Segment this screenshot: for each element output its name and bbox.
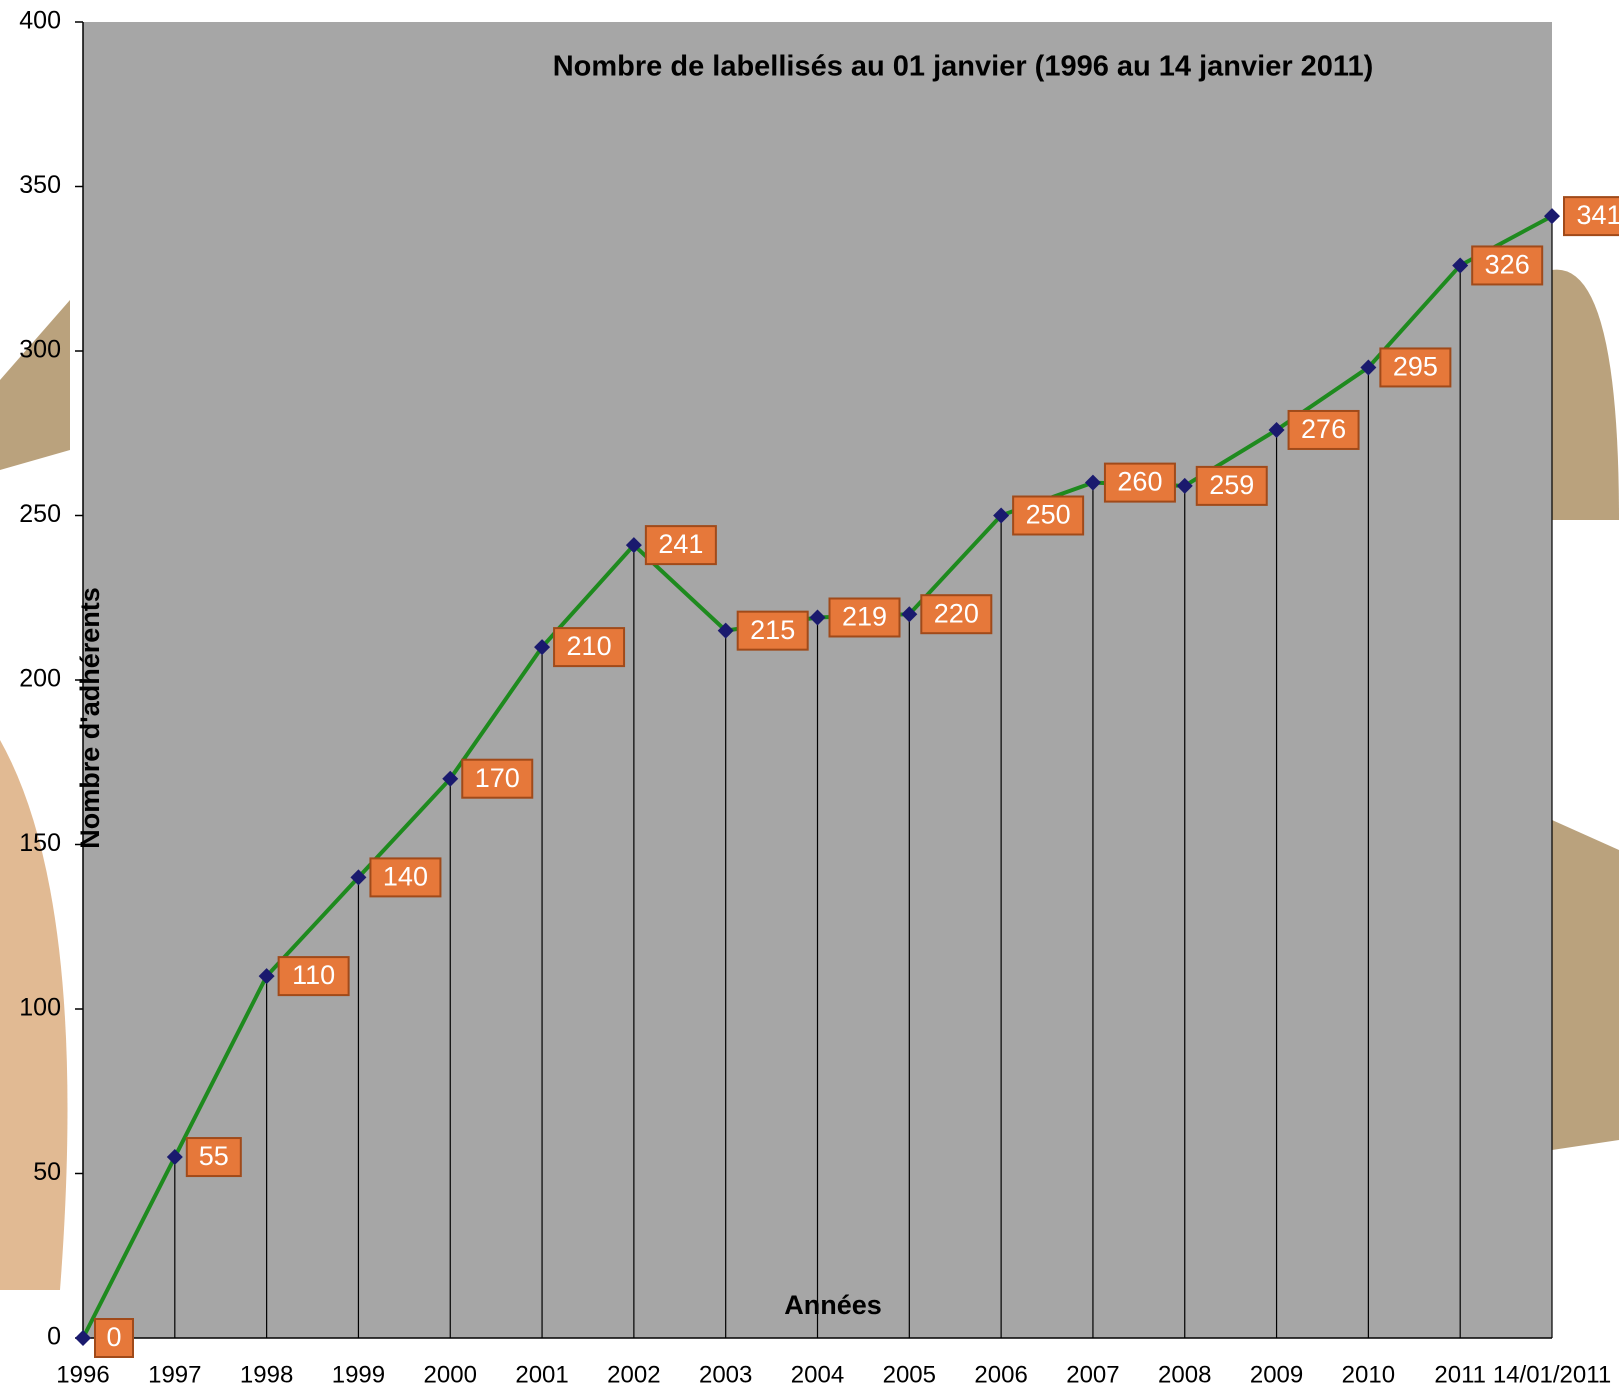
- data-label-text: 295: [1393, 352, 1438, 382]
- y-tick-label: 300: [19, 336, 61, 364]
- data-label-text: 140: [383, 862, 428, 892]
- data-label: 219: [830, 598, 900, 636]
- x-tick-label: 1999: [332, 1361, 385, 1388]
- x-tick-label: 2001: [515, 1361, 568, 1388]
- x-tick-label: 2010: [1342, 1361, 1395, 1388]
- y-tick-label: 400: [19, 7, 61, 35]
- data-label: 0: [95, 1319, 133, 1357]
- data-label-text: 55: [199, 1141, 229, 1171]
- background-shape: [1552, 820, 1619, 1150]
- chart-title: Nombre de labellisés au 01 janvier (1996…: [553, 51, 1374, 83]
- x-tick-label: 2002: [607, 1361, 660, 1388]
- data-label: 170: [462, 760, 532, 798]
- data-label-text: 219: [842, 602, 887, 632]
- y-tick-label: 150: [19, 829, 61, 857]
- x-tick-label: 2000: [424, 1361, 477, 1388]
- data-label-text: 341: [1576, 200, 1619, 230]
- data-label: 250: [1013, 497, 1083, 535]
- y-tick-label: 200: [19, 665, 61, 693]
- chart: Nombre de labellisés au 01 janvier (1996…: [0, 0, 1619, 1392]
- data-label: 140: [370, 858, 440, 896]
- data-label: 110: [279, 957, 349, 995]
- x-tick-label: 2005: [883, 1361, 936, 1388]
- x-tick-label: 1996: [56, 1361, 109, 1388]
- y-tick-label: 100: [19, 994, 61, 1022]
- data-label: 241: [646, 526, 716, 564]
- data-label-text: 110: [292, 960, 335, 990]
- x-tick-label: 2004: [791, 1361, 844, 1388]
- data-label-text: 220: [934, 598, 979, 628]
- data-label: 295: [1380, 348, 1450, 386]
- data-label-text: 215: [750, 615, 795, 645]
- data-label: 260: [1105, 464, 1175, 502]
- background-shape: [0, 300, 70, 470]
- data-label: 276: [1289, 411, 1359, 449]
- data-label: 220: [921, 595, 991, 633]
- y-axis-label: Nombre d'adhérents: [75, 587, 105, 848]
- x-tick-label: 2008: [1158, 1361, 1211, 1388]
- y-tick-label: 0: [47, 1323, 61, 1351]
- data-label-text: 276: [1301, 414, 1346, 444]
- y-tick-label: 250: [19, 500, 61, 528]
- x-axis-label: Années: [784, 1290, 882, 1320]
- x-tick-label: 1997: [148, 1361, 201, 1388]
- data-label: 215: [738, 612, 808, 650]
- data-label: 259: [1197, 467, 1267, 505]
- data-label-text: 326: [1485, 250, 1530, 280]
- x-tick-label: 2007: [1066, 1361, 1119, 1388]
- data-label-text: 210: [567, 631, 612, 661]
- x-tick-label: 1998: [240, 1361, 293, 1388]
- x-tick-label: 2011: [1434, 1361, 1486, 1388]
- y-tick-label: 350: [19, 171, 61, 199]
- data-label: 55: [187, 1138, 241, 1176]
- data-label-text: 241: [658, 529, 703, 559]
- y-tick-label: 50: [33, 1158, 61, 1186]
- x-tick-label: 14/01/2011: [1493, 1361, 1611, 1388]
- background-shape: [1552, 270, 1619, 520]
- data-label-text: 250: [1026, 500, 1071, 530]
- data-label-text: 259: [1209, 470, 1254, 500]
- data-label: 210: [554, 628, 624, 666]
- data-label-text: 260: [1117, 467, 1162, 497]
- data-label-text: 170: [475, 763, 520, 793]
- data-label: 341: [1564, 197, 1619, 235]
- data-label-text: 0: [106, 1322, 121, 1352]
- x-tick-label: 2006: [974, 1361, 1027, 1388]
- x-tick-label: 2003: [699, 1361, 752, 1388]
- x-tick-label: 2009: [1250, 1361, 1303, 1388]
- data-label: 326: [1472, 246, 1542, 284]
